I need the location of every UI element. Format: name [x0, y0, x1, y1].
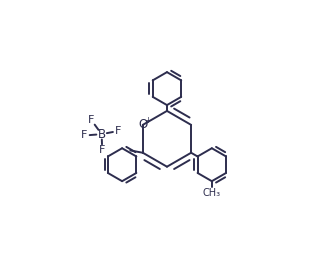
Text: F: F	[88, 115, 95, 125]
Text: B: B	[98, 128, 106, 141]
Text: O: O	[138, 118, 148, 131]
Text: F: F	[99, 144, 105, 155]
Text: F: F	[115, 126, 121, 136]
Text: +: +	[144, 116, 151, 125]
Text: CH₃: CH₃	[203, 188, 221, 198]
Text: F: F	[81, 131, 87, 140]
